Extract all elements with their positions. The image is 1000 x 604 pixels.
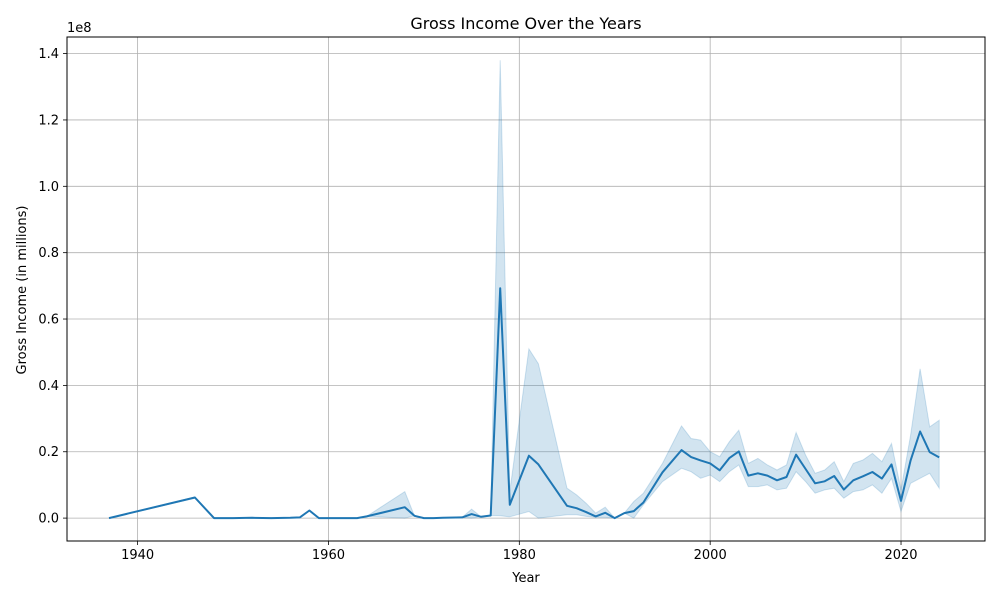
y-tick-label: 1.0 <box>38 180 59 195</box>
series-line <box>108 287 940 520</box>
y-axis-label: Gross Income (in millions) <box>15 206 30 375</box>
y-tick-label: 1.2 <box>38 113 59 128</box>
confidence-band-layer <box>108 60 940 519</box>
y-axis-offset-label: 1e8 <box>67 21 92 36</box>
y-tick-label: 0.8 <box>38 246 59 261</box>
grid-lines <box>67 37 985 541</box>
y-tick-label: 0.6 <box>38 313 59 328</box>
confidence-band <box>108 60 940 519</box>
series-line-layer <box>108 287 940 520</box>
y-tick-label: 0.2 <box>38 445 59 460</box>
x-axis-label: Year <box>511 571 540 586</box>
y-tick-label: 0.4 <box>38 379 59 394</box>
y-tick-label: 0.0 <box>38 512 59 527</box>
x-tick-label: 1980 <box>503 548 536 563</box>
x-axis-ticks: 1940 1960 1980 2000 2020 <box>121 541 918 563</box>
y-axis-ticks: 0.0 0.2 0.4 0.6 0.8 1.0 1.2 1.4 <box>38 47 67 527</box>
y-tick-label: 1.4 <box>38 47 59 62</box>
x-tick-label: 2000 <box>694 548 727 563</box>
x-tick-label: 2020 <box>884 548 917 563</box>
x-tick-label: 1940 <box>121 548 154 563</box>
chart-title: Gross Income Over the Years <box>410 14 641 33</box>
plot-frame <box>66 36 986 542</box>
x-tick-label: 1960 <box>312 548 345 563</box>
